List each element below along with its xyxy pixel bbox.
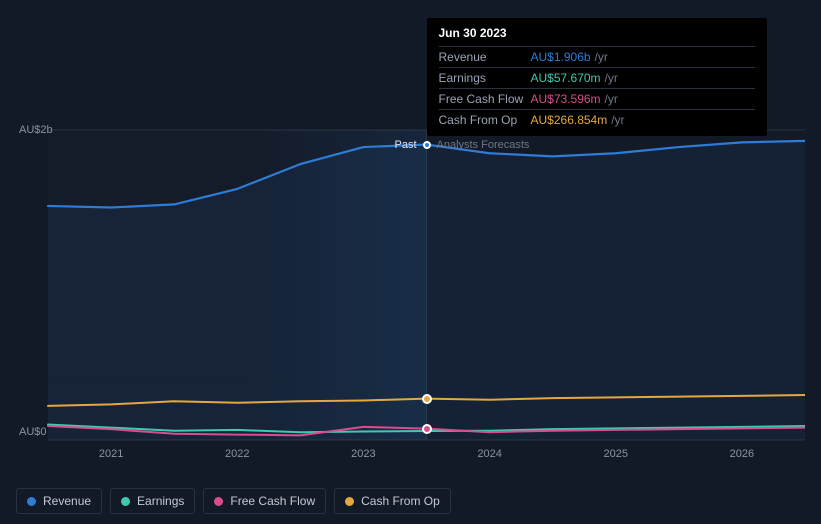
tooltip-row-suffix: /yr [611,113,624,127]
x-axis-tick-label: 2021 [99,448,123,460]
legend-label: Earnings [137,494,184,508]
tooltip-row-label: Cash From Op [439,113,531,127]
tooltip-row-suffix: /yr [605,71,618,85]
series-marker-cash_from_op [422,394,432,404]
tooltip-row-free-cash-flow: Free Cash FlowAU$73.596m/yr [439,88,755,109]
tooltip-row-revenue: RevenueAU$1.906b/yr [439,46,755,67]
legend-label: Revenue [43,494,91,508]
tooltip-row-suffix: /yr [605,92,618,106]
legend-label: Free Cash Flow [230,494,315,508]
legend-swatch [27,497,36,506]
legend-label: Cash From Op [361,494,440,508]
tooltip-row-suffix: /yr [595,50,608,64]
legend-swatch [214,497,223,506]
chart-legend: Revenue Earnings Free Cash Flow Cash From O… [16,488,451,514]
x-axis-tick-label: 2026 [730,448,754,460]
divider-marker [423,141,431,149]
x-axis-tick-label: 2022 [225,448,249,460]
legend-item-earnings[interactable]: Earnings [110,488,195,514]
divider-past-label: Past [395,139,417,151]
chart-tooltip: Jun 30 2023 RevenueAU$1.906b/yrEarningsA… [427,18,767,136]
tooltip-row-value: AU$1.906b [531,50,591,64]
divider-forecast-label: Analysts Forecasts [437,139,530,151]
tooltip-row-label: Free Cash Flow [439,92,531,106]
legend-item-cash_from_op[interactable]: Cash From Op [334,488,451,514]
y-axis-tick-label: AU$2b [19,124,53,136]
series-marker-free_cash_flow [422,424,432,434]
tooltip-row-cash-from-op: Cash From OpAU$266.854m/yr [439,109,755,130]
tooltip-row-value: AU$57.670m [531,71,601,85]
y-axis-tick-label: AU$0 [19,426,47,438]
x-axis-tick-label: 2023 [351,448,375,460]
x-axis-tick-label: 2025 [604,448,628,460]
tooltip-row-label: Earnings [439,71,531,85]
legend-swatch [121,497,130,506]
tooltip-date: Jun 30 2023 [439,26,755,46]
tooltip-row-label: Revenue [439,50,531,64]
x-axis-tick-label: 2024 [477,448,501,460]
legend-item-free_cash_flow[interactable]: Free Cash Flow [203,488,326,514]
legend-swatch [345,497,354,506]
tooltip-row-earnings: EarningsAU$57.670m/yr [439,67,755,88]
legend-item-revenue[interactable]: Revenue [16,488,102,514]
tooltip-row-value: AU$73.596m [531,92,601,106]
tooltip-row-value: AU$266.854m [531,113,608,127]
